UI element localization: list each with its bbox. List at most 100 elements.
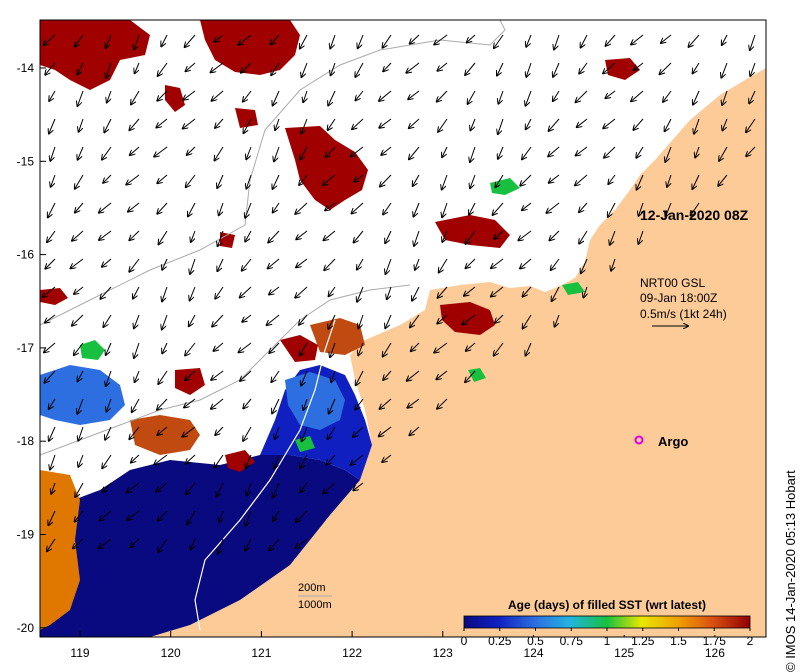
current-vector: [78, 370, 84, 381]
current-vector: [190, 286, 196, 300]
colorbar-tick-label: 0: [461, 634, 468, 648]
credit-text: © IMOS 14-Jan-2020 05:13 Hobart: [783, 470, 798, 672]
current-vector: [353, 482, 364, 490]
current-vector: [185, 370, 196, 380]
colorbar-tick-label: 1.5: [670, 634, 687, 648]
current-vector: [296, 538, 308, 548]
current-vector: [161, 34, 168, 46]
current-vector: [191, 538, 196, 550]
sst-old-patches: [40, 20, 640, 472]
current-vector: [352, 202, 364, 213]
current-vector: [245, 538, 252, 551]
current-vector: [352, 118, 364, 129]
current-vector: [274, 454, 280, 469]
x-tick-label: 120: [161, 646, 181, 660]
current-vector: [74, 286, 84, 294]
current-vector: [72, 314, 84, 326]
current-vector: [611, 258, 616, 271]
current-vector: [749, 90, 756, 103]
current-vector: [442, 202, 448, 217]
current-vector: [470, 174, 476, 188]
current-vector: [126, 174, 140, 185]
current-vector: [273, 174, 280, 189]
current-vector: [437, 398, 448, 409]
current-vector: [267, 314, 280, 325]
current-vector: [412, 286, 420, 301]
current-vector: [272, 398, 280, 413]
current-vector: [549, 230, 560, 240]
current-vector: [324, 258, 336, 270]
colorbar-tick-label: 1.25: [631, 634, 655, 648]
sst-darkorange-patch: [130, 415, 200, 455]
current-vector: [666, 202, 672, 217]
current-vector: [407, 398, 420, 408]
current-vector: [356, 370, 364, 385]
current-vector: [154, 146, 168, 157]
current-vector: [134, 342, 140, 358]
current-vector: [606, 34, 616, 46]
current-vector: [498, 118, 504, 134]
current-vector: [746, 146, 756, 156]
current-vector: [275, 426, 280, 439]
current-vector: [162, 286, 168, 301]
current-vector: [667, 174, 672, 187]
current-vector: [295, 202, 308, 214]
current-vector: [722, 118, 728, 130]
current-vector: [438, 118, 448, 132]
current-vector: [50, 146, 56, 161]
current-vector: [273, 202, 280, 213]
current-vector: [522, 202, 532, 210]
current-vector: [324, 230, 336, 240]
sst-green-patches: [80, 178, 585, 452]
current-vector: [581, 34, 588, 48]
current-vector: [581, 258, 588, 273]
y-tick-label: -18: [17, 434, 35, 448]
current-vector: [498, 90, 504, 104]
current-vector: [102, 454, 112, 468]
colorbar-tick-label: 1: [604, 634, 611, 648]
current-vector: [380, 398, 392, 409]
current-vector: [583, 286, 587, 297]
x-axis: 119 120 121 122 123 124 125 126: [70, 631, 725, 660]
current-vector: [133, 286, 140, 299]
current-source-label: NRT00 GSL: [640, 276, 705, 290]
current-vector: [383, 370, 392, 380]
current-vector: [522, 146, 532, 159]
current-vector: [271, 62, 280, 75]
current-vector: [409, 426, 420, 435]
current-vector: [78, 426, 84, 441]
current-vector: [78, 146, 84, 160]
current-vector: [303, 90, 307, 102]
current-vector: [273, 482, 280, 498]
current-vector: [158, 510, 168, 521]
current-vector: [246, 174, 252, 189]
colorbar-tick-label: 2: [747, 634, 754, 648]
current-vector: [579, 62, 588, 74]
current-vector: [239, 34, 252, 45]
current-vector: [442, 230, 448, 242]
colorbar-tick-label: 0.25: [488, 634, 512, 648]
current-vector: [244, 118, 252, 133]
current-vector: [271, 34, 280, 45]
current-vector: [51, 174, 56, 187]
current-vector: [354, 230, 364, 243]
current-vector: [351, 454, 364, 465]
current-vector: [214, 34, 224, 42]
current-vector: [185, 342, 196, 356]
current-vector: [215, 146, 224, 160]
current-vector: [466, 342, 476, 351]
current-vector: [386, 258, 392, 274]
current-vector: [608, 174, 616, 184]
current-vector: [406, 62, 420, 73]
current-vector: [494, 230, 504, 239]
current-vector: [494, 342, 504, 356]
current-vector: [273, 90, 280, 105]
colorbar-gradient: [463, 615, 751, 629]
current-vector: [243, 398, 252, 408]
current-vector: [217, 174, 224, 188]
current-vector: [75, 510, 84, 522]
current-vector: [408, 90, 420, 99]
current-vector: [183, 118, 196, 129]
current-vector: [555, 314, 560, 327]
current-vector: [158, 538, 168, 552]
